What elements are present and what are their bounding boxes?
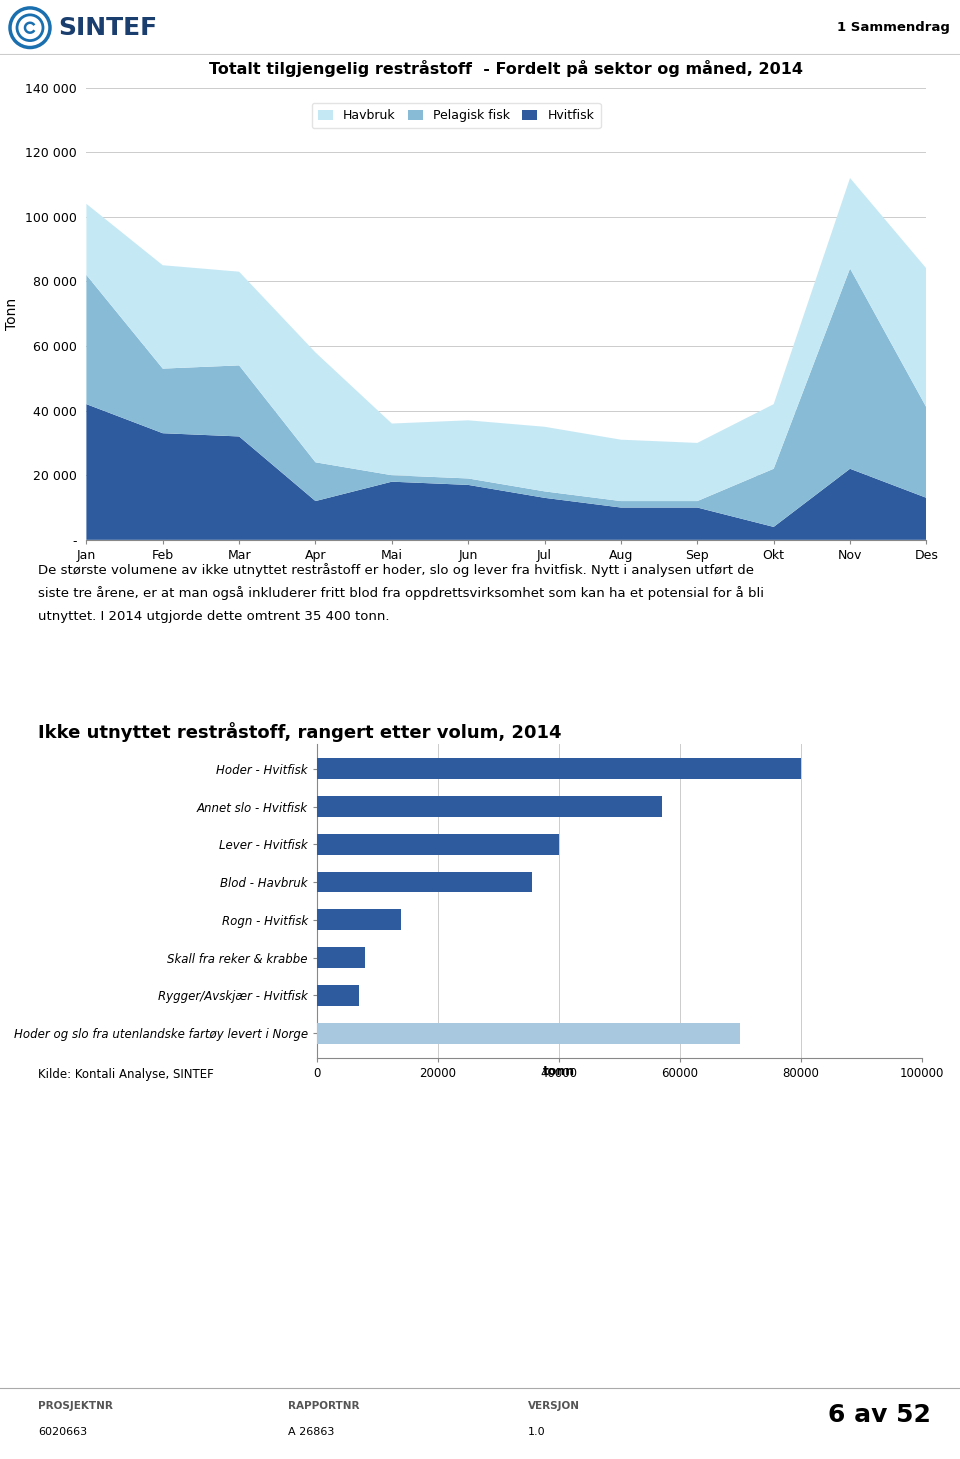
Bar <box>317 947 365 967</box>
Text: siste tre årene, er at man også inkluderer fritt blod fra oppdrettsvirksomhet so: siste tre årene, er at man også inkluder… <box>38 587 764 601</box>
Text: A 26863: A 26863 <box>288 1427 334 1437</box>
Bar <box>317 759 801 779</box>
Text: SINTEF: SINTEF <box>58 16 157 39</box>
Bar <box>317 797 661 817</box>
Title: Totalt tilgjengelig restråstoff  - Fordelt på sektor og måned, 2014: Totalt tilgjengelig restråstoff - Fordel… <box>209 60 804 77</box>
Text: VERSJON: VERSJON <box>528 1401 580 1411</box>
Bar <box>317 1023 740 1043</box>
Legend: Havbruk, Pelagisk fisk, Hvitfisk: Havbruk, Pelagisk fisk, Hvitfisk <box>311 102 601 128</box>
Text: Ikke utnyttet restråstoff, rangert etter volum, 2014: Ikke utnyttet restråstoff, rangert etter… <box>38 722 562 743</box>
Y-axis label: Tonn: Tonn <box>5 298 19 330</box>
Text: De største volumene av ikke utnyttet restråstoff er hoder, slo og lever fra hvit: De største volumene av ikke utnyttet res… <box>38 563 755 578</box>
Text: 1.0: 1.0 <box>528 1427 545 1437</box>
Bar <box>317 835 559 855</box>
Text: 6 av 52: 6 av 52 <box>828 1404 931 1427</box>
Text: tonn: tonn <box>542 1065 575 1078</box>
Text: Kilde: Kontali Analyse, SINTEF: Kilde: Kontali Analyse, SINTEF <box>38 1068 214 1081</box>
Text: 6020663: 6020663 <box>38 1427 87 1437</box>
Bar <box>317 909 401 931</box>
Text: utnyttet. I 2014 utgjorde dette omtrent 35 400 tonn.: utnyttet. I 2014 utgjorde dette omtrent … <box>38 610 390 623</box>
Text: PROSJEKTNR: PROSJEKTNR <box>38 1401 113 1411</box>
Text: 1 Sammendrag: 1 Sammendrag <box>837 22 950 34</box>
Text: RAPPORTNR: RAPPORTNR <box>288 1401 359 1411</box>
Bar <box>317 871 532 893</box>
Bar <box>317 985 359 1005</box>
